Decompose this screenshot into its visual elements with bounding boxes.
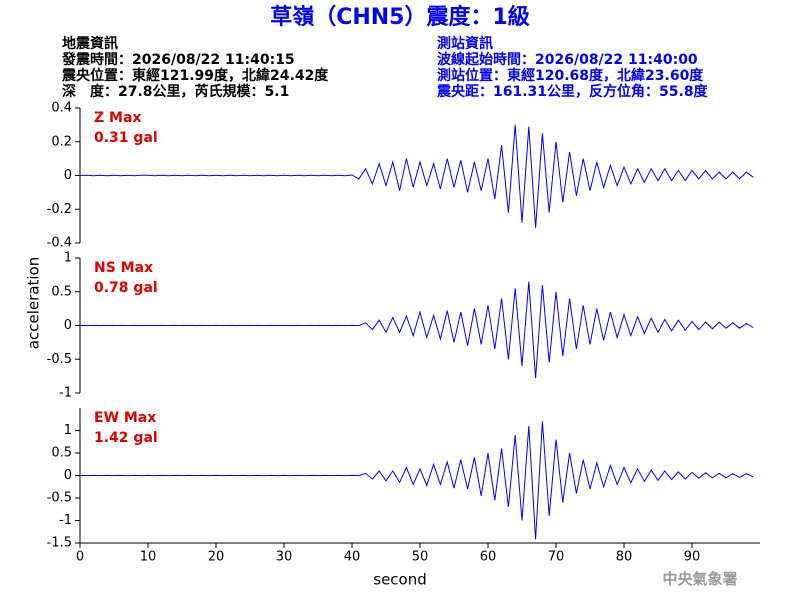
x-tick-label: 20 [208,550,225,565]
x-tick-label: 80 [616,550,633,565]
y-tick-label: 0 [64,318,72,333]
station-info: 震央距：161.31公里，反方位角：55.8度 [436,83,709,100]
station-info: 測站資訊 [437,35,493,52]
max-label: Z Max [94,110,141,126]
y-axis-label: acceleration [25,257,43,349]
x-axis-label: second [373,571,427,589]
max-label: 1.42 gal [94,430,158,446]
y-tick-label: 0 [64,468,72,483]
waveform [79,421,754,540]
y-tick-label: -1 [59,386,72,401]
station-info: 測站位置：東經120.68度，北緯23.60度 [437,67,704,84]
quake-info: 發震時間：2026/08/22 11:40:15 [61,51,295,68]
station-info: 波線起始時間：2026/08/22 11:40:00 [437,51,698,68]
max-label: NS Max [94,260,153,276]
waveform [79,124,754,228]
y-tick-label: -0.5 [47,352,72,367]
y-tick-label: 0.5 [51,284,72,299]
y-tick-label: 0.5 [51,446,72,461]
x-tick-label: 40 [344,550,361,565]
max-label: EW Max [94,410,156,426]
y-tick-label: -0.4 [47,236,72,251]
y-tick-label: 1 [64,251,72,266]
y-tick-label: -0.5 [47,491,72,506]
y-tick-label: 1 [64,423,72,438]
y-tick-label: -1 [59,513,72,528]
y-tick-label: -1.5 [47,536,72,551]
x-tick-label: 30 [276,550,293,565]
y-tick-label: 0.2 [51,134,72,149]
quake-info: 地震資訊 [62,35,118,52]
x-tick-label: 10 [140,550,157,565]
quake-info: 深 度：27.8公里，芮氏規模：5.1 [62,83,289,100]
x-tick-label: 0 [76,550,84,565]
x-tick-label: 70 [548,550,565,565]
waveform [79,281,754,379]
max-label: 0.31 gal [94,130,158,146]
y-tick-label: -0.2 [47,202,72,217]
max-label: 0.78 gal [94,280,158,296]
footer: 中央氣象署 [662,570,737,588]
y-tick-label: 0 [64,168,72,183]
x-tick-label: 60 [480,550,497,565]
y-tick-label: 0.4 [51,101,72,116]
quake-info: 震央位置：東經121.99度，北緯24.42度 [61,67,329,84]
x-tick-label: 90 [684,550,701,565]
title: 草嶺（CHN5）震度：1級 [270,4,530,30]
x-tick-label: 50 [412,550,429,565]
